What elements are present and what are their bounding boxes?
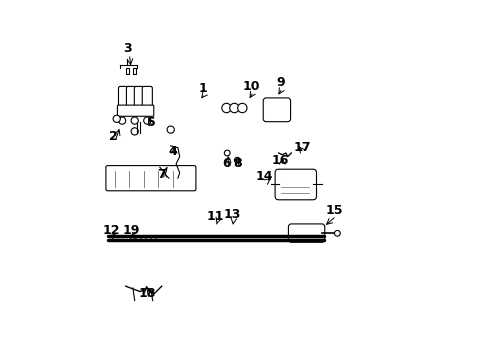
Circle shape — [334, 230, 340, 236]
Circle shape — [237, 103, 246, 113]
Circle shape — [143, 117, 151, 124]
Bar — [125, 68, 129, 74]
Text: 2: 2 — [108, 130, 117, 143]
FancyBboxPatch shape — [263, 98, 290, 122]
FancyBboxPatch shape — [126, 86, 136, 110]
Circle shape — [131, 117, 138, 124]
Circle shape — [229, 103, 239, 113]
Text: 6: 6 — [222, 157, 230, 170]
Circle shape — [113, 115, 120, 122]
Circle shape — [118, 117, 125, 124]
Circle shape — [131, 128, 138, 135]
Circle shape — [167, 126, 174, 133]
Bar — [133, 68, 136, 74]
FancyBboxPatch shape — [142, 86, 152, 110]
FancyBboxPatch shape — [118, 86, 128, 110]
FancyBboxPatch shape — [288, 224, 324, 242]
Text: 17: 17 — [293, 141, 310, 154]
Text: 9: 9 — [276, 76, 284, 89]
Text: 3: 3 — [123, 42, 132, 55]
Circle shape — [222, 103, 231, 113]
Text: 7: 7 — [157, 168, 166, 181]
FancyBboxPatch shape — [106, 166, 196, 191]
Text: 10: 10 — [243, 80, 260, 93]
FancyBboxPatch shape — [134, 86, 144, 110]
Text: 18: 18 — [138, 287, 156, 300]
Circle shape — [224, 150, 230, 156]
Circle shape — [234, 157, 240, 163]
Text: 5: 5 — [146, 116, 155, 129]
Text: 11: 11 — [206, 210, 224, 222]
Text: 15: 15 — [325, 204, 343, 217]
Text: 4: 4 — [168, 145, 177, 158]
Text: 19: 19 — [122, 224, 140, 237]
Text: 13: 13 — [223, 208, 240, 221]
Text: 1: 1 — [198, 82, 207, 95]
Text: 14: 14 — [255, 170, 272, 183]
Text: 8: 8 — [232, 157, 241, 170]
Text: 16: 16 — [271, 154, 288, 167]
FancyBboxPatch shape — [117, 105, 153, 116]
FancyBboxPatch shape — [275, 169, 316, 200]
Text: 12: 12 — [102, 224, 120, 237]
